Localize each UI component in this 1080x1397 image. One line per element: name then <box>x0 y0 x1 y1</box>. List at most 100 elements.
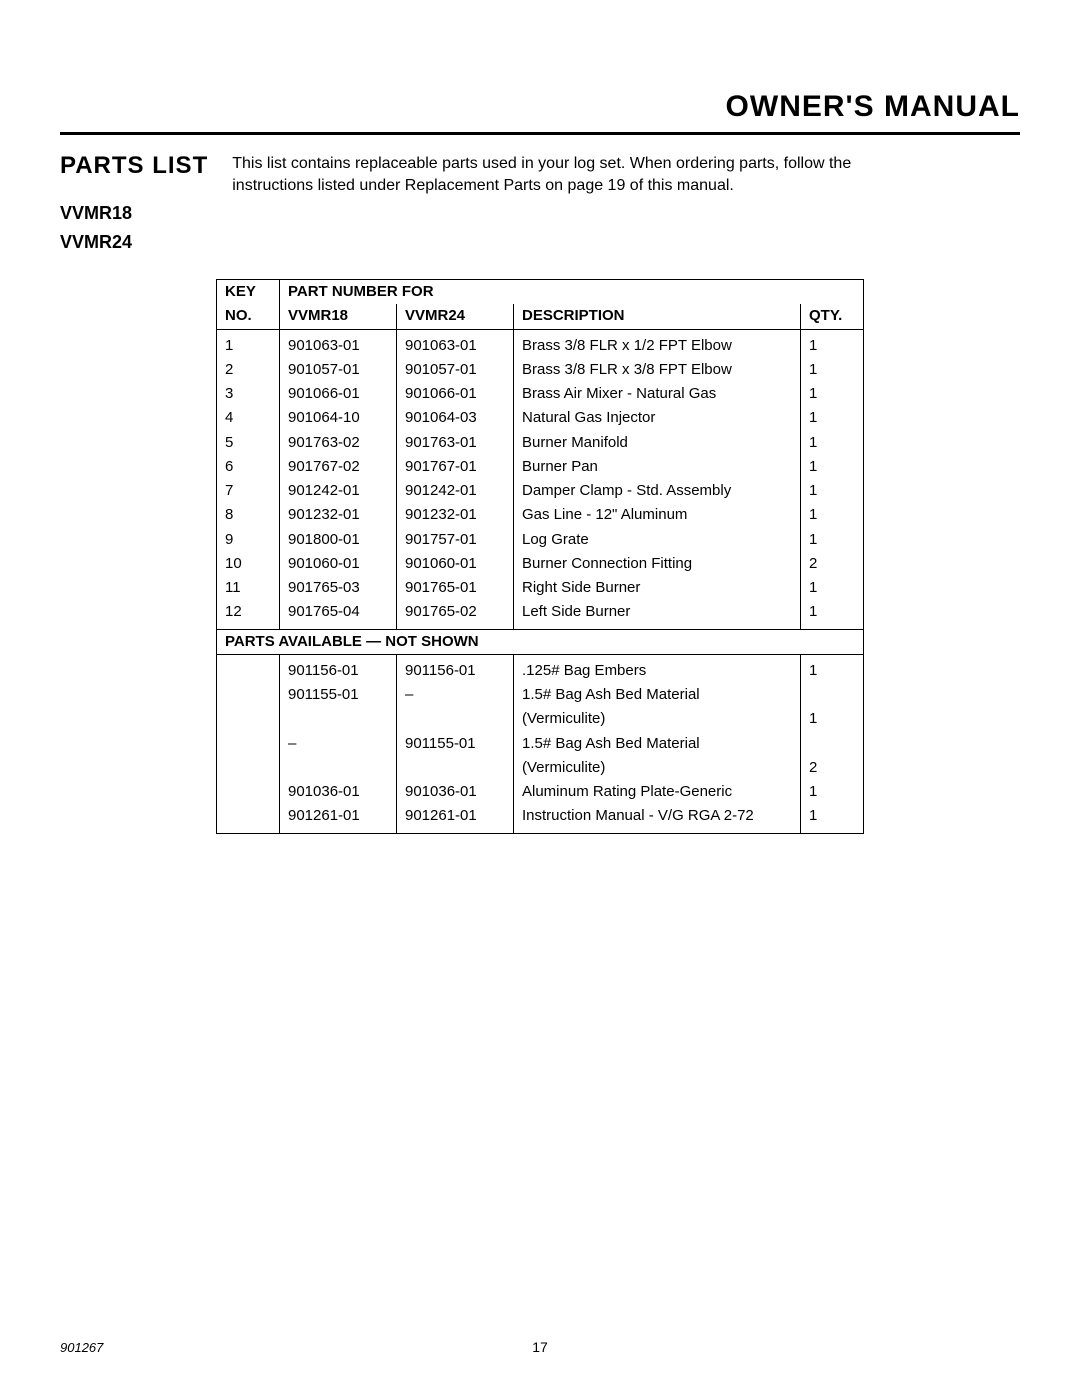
hdr-vvmr24: VVMR24 <box>397 304 514 329</box>
cell-qty: 1 <box>801 780 864 804</box>
cell-key <box>217 804 280 833</box>
cell-desc: Burner Pan <box>514 455 801 479</box>
cell-qty: 1 <box>801 528 864 552</box>
cell-key: 2 <box>217 358 280 382</box>
cell-qty: 1 <box>801 654 864 683</box>
table-row: 3901066-01901066-01Brass Air Mixer - Nat… <box>217 382 864 406</box>
cell-desc: Burner Connection Fitting <box>514 552 801 576</box>
cell-desc: 1.5# Bag Ash Bed Material <box>514 683 801 707</box>
cell-key <box>217 780 280 804</box>
table-row: (Vermiculite)1 <box>217 707 864 731</box>
section-intro: This list contains replaceable parts use… <box>232 153 1020 196</box>
cell-key: 8 <box>217 503 280 527</box>
table-row: (Vermiculite)2 <box>217 756 864 780</box>
cell-qty: 1 <box>801 804 864 833</box>
hdr-key-bottom: NO. <box>217 304 280 329</box>
cell-qty: 1 <box>801 455 864 479</box>
cell-qty <box>801 683 864 707</box>
cell-desc: Burner Manifold <box>514 431 801 455</box>
intro-line2b: Replacement Parts <box>405 177 541 194</box>
cell-p24: 901765-01 <box>397 576 514 600</box>
cell-desc: Brass 3/8 FLR x 1/2 FPT Elbow <box>514 329 801 358</box>
cell-qty <box>801 732 864 756</box>
hdr-vvmr18: VVMR18 <box>280 304 397 329</box>
hdr-qty: QTY. <box>801 304 864 329</box>
table-row: 12901765-04901765-02Left Side Burner1 <box>217 600 864 629</box>
cell-key: 12 <box>217 600 280 629</box>
cell-key: 9 <box>217 528 280 552</box>
cell-p18: – <box>280 732 397 756</box>
cell-qty: 1 <box>801 707 864 731</box>
cell-p24: 901261-01 <box>397 804 514 833</box>
cell-p18: 901060-01 <box>280 552 397 576</box>
cell-p18: 901765-03 <box>280 576 397 600</box>
cell-desc: Left Side Burner <box>514 600 801 629</box>
cell-qty: 1 <box>801 382 864 406</box>
table-row: 4901064-10901064-03Natural Gas Injector1 <box>217 406 864 430</box>
hdr-description: DESCRIPTION <box>514 304 801 329</box>
cell-p24: 901064-03 <box>397 406 514 430</box>
section2-title: PARTS AVAILABLE — NOT SHOWN <box>217 629 864 654</box>
cell-p18: 901064-10 <box>280 406 397 430</box>
table-section2-row: PARTS AVAILABLE — NOT SHOWN <box>217 629 864 654</box>
cell-p18: 901765-04 <box>280 600 397 629</box>
table-row: 1901063-01901063-01Brass 3/8 FLR x 1/2 F… <box>217 329 864 358</box>
cell-p24: 901757-01 <box>397 528 514 552</box>
cell-p24: 901232-01 <box>397 503 514 527</box>
cell-key: 1 <box>217 329 280 358</box>
cell-key <box>217 756 280 780</box>
table-row: 5901763-02901763-01Burner Manifold1 <box>217 431 864 455</box>
cell-p18 <box>280 756 397 780</box>
cell-qty: 1 <box>801 479 864 503</box>
cell-p18: 901232-01 <box>280 503 397 527</box>
cell-p18: 901242-01 <box>280 479 397 503</box>
cell-key <box>217 732 280 756</box>
header-title: OWNER'S MANUAL <box>60 90 1020 135</box>
cell-p18: 901156-01 <box>280 654 397 683</box>
cell-qty: 1 <box>801 329 864 358</box>
table-row: 10901060-01901060-01Burner Connection Fi… <box>217 552 864 576</box>
cell-desc: 1.5# Bag Ash Bed Material <box>514 732 801 756</box>
cell-qty: 1 <box>801 431 864 455</box>
cell-p24: 901242-01 <box>397 479 514 503</box>
cell-key: 7 <box>217 479 280 503</box>
intro-line1: This list contains replaceable parts use… <box>232 155 851 172</box>
cell-p24: – <box>397 683 514 707</box>
cell-desc: (Vermiculite) <box>514 756 801 780</box>
cell-key <box>217 683 280 707</box>
section-header-row: PARTS LIST This list contains replaceabl… <box>60 153 1020 196</box>
cell-p18: 901057-01 <box>280 358 397 382</box>
cell-qty: 2 <box>801 756 864 780</box>
cell-p18: 901066-01 <box>280 382 397 406</box>
cell-p24 <box>397 707 514 731</box>
section-title: PARTS LIST <box>60 153 208 179</box>
cell-p24: 901060-01 <box>397 552 514 576</box>
tbody-extra: 901156-01901156-01.125# Bag Embers190115… <box>217 654 864 833</box>
page-footer: 901267 17 <box>60 1339 1020 1355</box>
cell-p18: 901063-01 <box>280 329 397 358</box>
cell-key: 6 <box>217 455 280 479</box>
parts-table-wrap: KEY PART NUMBER FOR NO. VVMR18 VVMR24 DE… <box>60 279 1020 834</box>
table-row: 901261-01901261-01Instruction Manual - V… <box>217 804 864 833</box>
cell-desc: Right Side Burner <box>514 576 801 600</box>
intro-line2a: instructions listed under <box>232 177 405 194</box>
table-row: –901155-011.5# Bag Ash Bed Material <box>217 732 864 756</box>
cell-key: 3 <box>217 382 280 406</box>
cell-key: 10 <box>217 552 280 576</box>
cell-qty: 1 <box>801 406 864 430</box>
cell-p18: 901036-01 <box>280 780 397 804</box>
table-row: 2901057-01901057-01Brass 3/8 FLR x 3/8 F… <box>217 358 864 382</box>
cell-desc: (Vermiculite) <box>514 707 801 731</box>
cell-p24: 901057-01 <box>397 358 514 382</box>
table-header-row-1: KEY PART NUMBER FOR <box>217 280 864 305</box>
footer-docnum: 901267 <box>60 1340 103 1355</box>
cell-desc: Log Grate <box>514 528 801 552</box>
cell-qty: 1 <box>801 600 864 629</box>
cell-key <box>217 654 280 683</box>
cell-qty: 1 <box>801 503 864 527</box>
manual-page: OWNER'S MANUAL PARTS LIST This list cont… <box>0 0 1080 1397</box>
table-header-row-2: NO. VVMR18 VVMR24 DESCRIPTION QTY. <box>217 304 864 329</box>
cell-qty: 1 <box>801 576 864 600</box>
table-row: 901036-01901036-01Aluminum Rating Plate-… <box>217 780 864 804</box>
cell-p18: 901763-02 <box>280 431 397 455</box>
